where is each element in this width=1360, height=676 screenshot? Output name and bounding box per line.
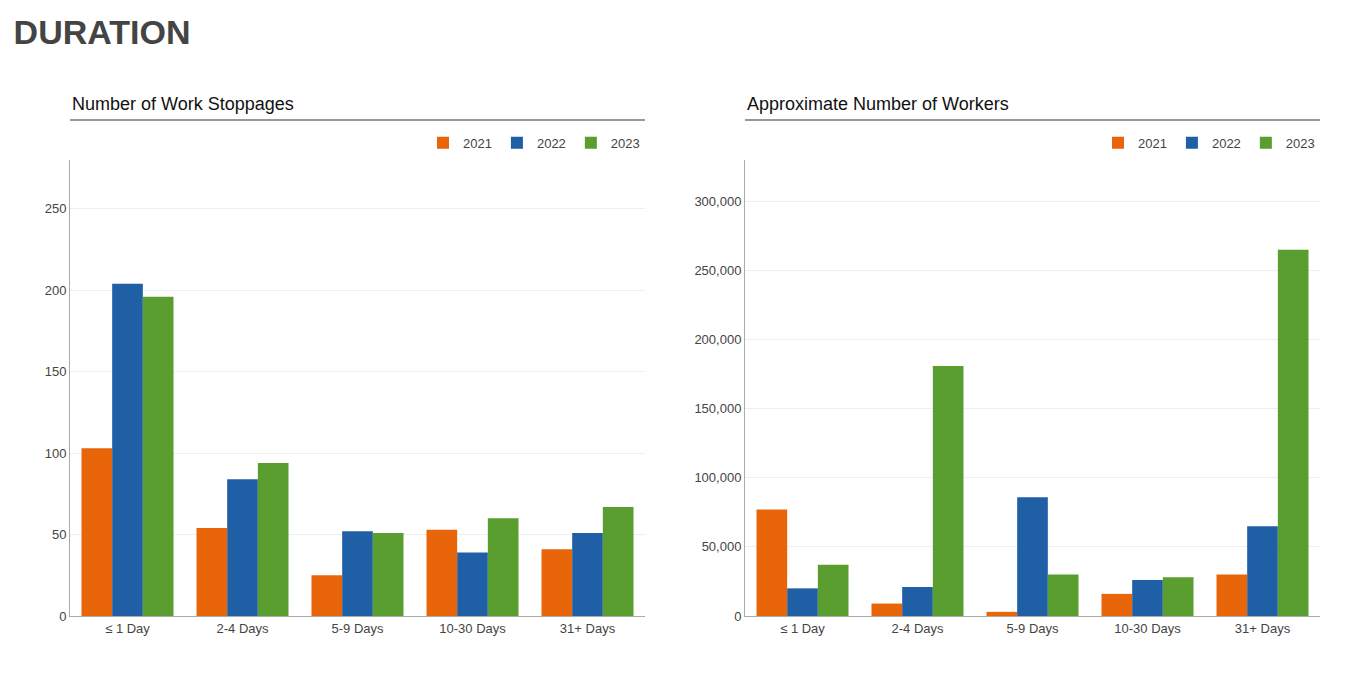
svg-text:≤ 1 Day: ≤ 1 Day (105, 621, 150, 636)
svg-text:2022: 2022 (1212, 136, 1241, 151)
svg-text:0: 0 (734, 609, 741, 624)
svg-text:2-4 Days: 2-4 Days (216, 621, 269, 636)
svg-text:≤ 1 Day: ≤ 1 Day (780, 621, 825, 636)
svg-text:2-4 Days: 2-4 Days (891, 621, 944, 636)
svg-text:50,000: 50,000 (702, 539, 742, 554)
svg-text:Approximate Number of Workers: Approximate Number of Workers (747, 94, 1009, 114)
svg-text:150,000: 150,000 (694, 401, 741, 416)
svg-text:50: 50 (52, 527, 66, 542)
svg-text:200,000: 200,000 (694, 332, 741, 347)
svg-text:Number of Work Stoppages: Number of Work Stoppages (72, 94, 294, 114)
svg-text:2023: 2023 (1286, 136, 1315, 151)
svg-text:5-9 Days: 5-9 Days (331, 621, 384, 636)
svg-text:2022: 2022 (537, 136, 566, 151)
svg-text:31+ Days: 31+ Days (560, 621, 616, 636)
svg-text:DURATION: DURATION (14, 13, 191, 51)
svg-text:0: 0 (59, 609, 66, 624)
svg-text:2023: 2023 (611, 136, 640, 151)
svg-text:250: 250 (45, 201, 67, 216)
svg-text:10-30 Days: 10-30 Days (439, 621, 506, 636)
svg-text:150: 150 (45, 364, 67, 379)
svg-text:10-30 Days: 10-30 Days (1114, 621, 1181, 636)
svg-text:300,000: 300,000 (694, 194, 741, 209)
svg-text:100,000: 100,000 (694, 470, 741, 485)
svg-text:5-9 Days: 5-9 Days (1006, 621, 1059, 636)
svg-text:2021: 2021 (1138, 136, 1167, 151)
svg-text:31+ Days: 31+ Days (1235, 621, 1291, 636)
svg-text:250,000: 250,000 (694, 263, 741, 278)
svg-text:200: 200 (45, 283, 67, 298)
svg-text:100: 100 (45, 446, 67, 461)
svg-text:2021: 2021 (463, 136, 492, 151)
